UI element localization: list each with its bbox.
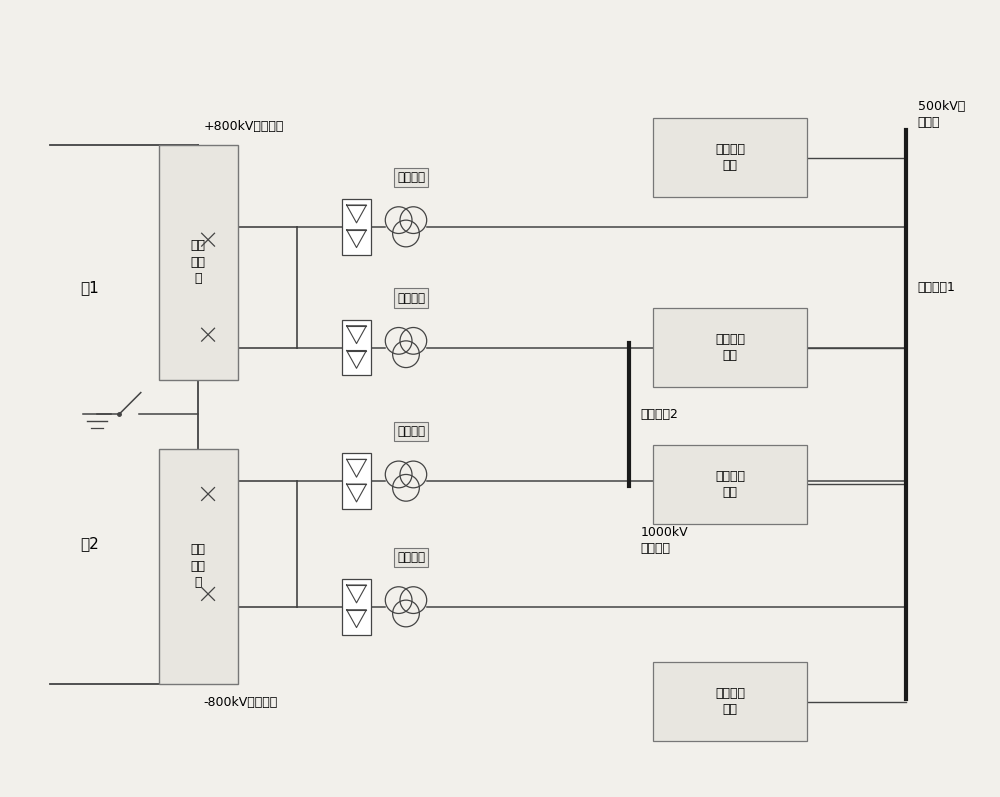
Text: 直流
滤波
器: 直流 滤波 器 — [191, 544, 206, 590]
Bar — [342, 579, 371, 634]
Polygon shape — [347, 326, 366, 344]
Bar — [159, 145, 238, 379]
Text: -800kV直流极线: -800kV直流极线 — [203, 696, 277, 709]
Bar — [653, 662, 807, 741]
Polygon shape — [347, 585, 366, 603]
Polygon shape — [347, 205, 366, 223]
Text: 杗2: 杗2 — [80, 536, 99, 552]
Bar — [653, 445, 807, 524]
Bar — [159, 449, 238, 684]
Text: 500kV交
流母线: 500kV交 流母线 — [918, 100, 965, 129]
Polygon shape — [347, 351, 366, 368]
Polygon shape — [347, 459, 366, 477]
Bar — [342, 320, 371, 375]
Text: 直流
滤波
器: 直流 滤波 器 — [191, 239, 206, 285]
Text: 杗1: 杗1 — [80, 280, 99, 295]
Polygon shape — [347, 610, 366, 627]
Text: 低压阀组: 低压阀组 — [397, 425, 425, 438]
Polygon shape — [347, 230, 366, 248]
Bar — [342, 199, 371, 254]
Bar — [653, 118, 807, 197]
Text: 交流电网2: 交流电网2 — [641, 408, 678, 421]
Polygon shape — [347, 484, 366, 502]
Text: 1000kV
交流母线: 1000kV 交流母线 — [641, 526, 688, 555]
Bar — [342, 453, 371, 508]
Text: 交流滤波
器组: 交流滤波 器组 — [715, 333, 745, 362]
Text: 高压阀组: 高压阀组 — [397, 551, 425, 563]
Text: 高压阀组: 高压阀组 — [397, 171, 425, 184]
Text: 交流滤波
器组: 交流滤波 器组 — [715, 143, 745, 172]
Text: 交流滤波
器组: 交流滤波 器组 — [715, 687, 745, 717]
Bar — [653, 308, 807, 387]
Text: 交流电网1: 交流电网1 — [918, 281, 955, 293]
Text: +800kV直流极线: +800kV直流极线 — [203, 120, 284, 133]
Text: 交流滤波
器组: 交流滤波 器组 — [715, 469, 745, 499]
Text: 低压阀组: 低压阀组 — [397, 292, 425, 304]
